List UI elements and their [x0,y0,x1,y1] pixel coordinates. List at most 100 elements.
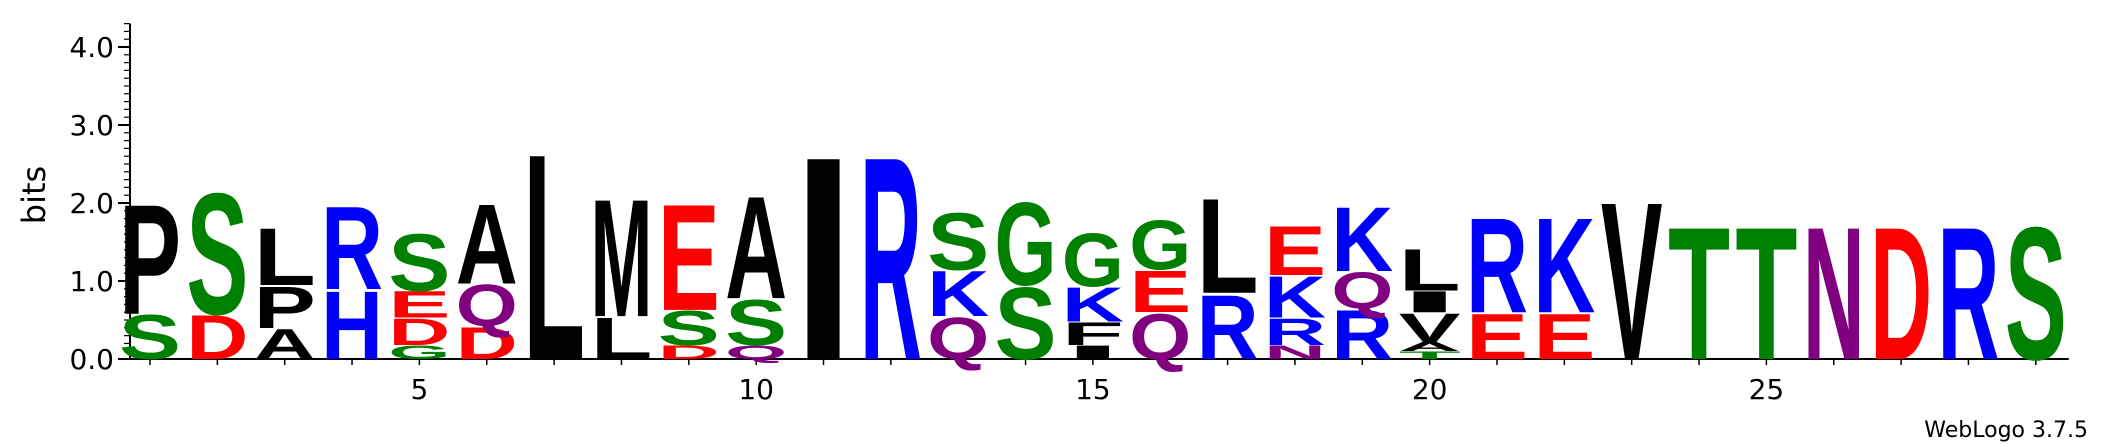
logo-position-26: N [1803,189,1865,400]
y-axis-label: bits [15,166,53,224]
x-tick-label: 10 [738,373,774,406]
logo-position-23: V [1601,155,1663,407]
logo-position-27: D [1870,189,1932,400]
logo-letter-D: D [186,302,248,372]
logo-letter-Q: Q [1129,301,1191,373]
logo-letter-R: R [1197,275,1259,378]
logo-position-29: S [2005,188,2067,400]
logo-letter-I: I [1399,285,1461,319]
logo-letter-G: G [995,178,1057,311]
logo-letter-I: I [793,97,855,421]
logo-position-16: QEG [1129,206,1191,374]
logo-letter-E: E [1264,212,1326,291]
logo-letter-T: T [1735,188,1797,400]
logo-letter-A: A [725,166,787,329]
logo-letter-E: E [388,284,450,326]
logo-letter-P: P [254,274,316,341]
logo-letter-A: A [456,182,518,308]
x-tick-label: 15 [1075,373,1111,406]
logo-position-2: DS [186,158,248,372]
logo-position-19: RQK [1331,187,1393,374]
logo-letter-E: E [1466,300,1528,373]
y-axis: 0.0 1.0 2.0 3.0 4.0 [69,23,131,376]
logo-letter-K: K [1533,190,1595,342]
logo-letter-K: K [1331,187,1393,290]
logo-letter-S: S [186,158,248,351]
logo-letter-E: E [1533,300,1595,373]
logo-letter-D: D [388,311,450,353]
x-tick-label: 25 [1749,373,1785,406]
logo-letter-L: L [590,305,652,372]
logo-letter-H: H [321,272,383,380]
logo-letter-T: T [1399,349,1461,361]
logo-letter-L: L [254,212,316,302]
logo-position-21: ER [1466,190,1528,372]
y-tick-label: 3.0 [69,109,114,142]
x-tick-label: 20 [1412,373,1448,406]
logo-letter-S: S [119,302,181,372]
logo-letter-F: F [1062,316,1124,352]
logo-position-13: QKS [927,197,989,372]
logo-letter-Q: Q [927,305,989,372]
logo-letter-N: N [1264,342,1326,364]
logo-letter-N: N [1803,189,1865,400]
logo-letter-S: S [388,218,450,308]
logo-letter-K: K [927,258,989,331]
logo-letter-Q: Q [456,272,518,339]
logo-letter-R: R [1264,311,1326,353]
logo-letter-A: A [1399,340,1461,355]
logo-letter-L: L [1197,172,1259,323]
logo-position-1: SP [119,173,181,373]
logo-letter-E: E [1129,258,1191,325]
logo-letter-S: S [725,286,787,359]
logo-position-10: QSA [725,166,787,363]
logo-letter-D: D [658,342,720,364]
x-tick-label: 5 [410,373,428,406]
logo-letter-D: D [1870,189,1932,400]
logo-letter-A: A [254,320,316,368]
logo-letter-T: T [1668,188,1730,400]
logo-letter-S: S [2005,188,2067,400]
logo-letter-G: G [388,342,450,364]
logo-letter-R: R [1466,190,1528,342]
logo-letter-S: S [927,197,989,287]
logo-letter-G: G [1129,206,1191,285]
logo-letter-K: K [1264,264,1326,331]
logo-letter-V: V [1399,305,1461,351]
logo-position-24: T [1668,188,1730,400]
logo-letter-V: V [1601,155,1663,407]
logo-letter-K: K [1062,278,1124,332]
logo-letter-P: P [119,173,181,348]
logo-letter-R: R [860,97,922,421]
logo-letter-G: G [1062,219,1124,303]
logo-position-11: I [793,97,855,421]
logo-position-6: DQA [456,182,518,369]
weblogo-credit: WebLogo 3.7.5 [1924,418,2088,443]
logo-position-9: DSE [658,172,720,363]
logo-letter-R: R [1937,189,1999,400]
logo-letter-R: R [1331,295,1393,374]
logo-position-3: APL [254,212,316,368]
logo-position-14: SG [995,178,1057,381]
logo-letter-L: L [523,93,585,422]
logo-letter-S: S [658,301,720,356]
logo-letter-Q: Q [725,342,787,364]
y-tick-label: 4.0 [69,31,114,64]
logo-letter-L: L [1399,237,1461,304]
logo-letter-R: R [321,182,383,315]
logo-letter-M: M [590,164,652,353]
logo-letter-I: I [1062,341,1124,363]
logo-letter-Q: Q [1331,262,1393,320]
x-axis: 5 10 15 20 25 [130,358,2069,406]
logo-letter-E: E [658,172,720,342]
logo-position-22: EK [1533,190,1595,372]
logo-letter-S: S [995,266,1057,381]
logo-position-7: L [523,93,585,422]
y-tick-label: 1.0 [69,265,114,298]
